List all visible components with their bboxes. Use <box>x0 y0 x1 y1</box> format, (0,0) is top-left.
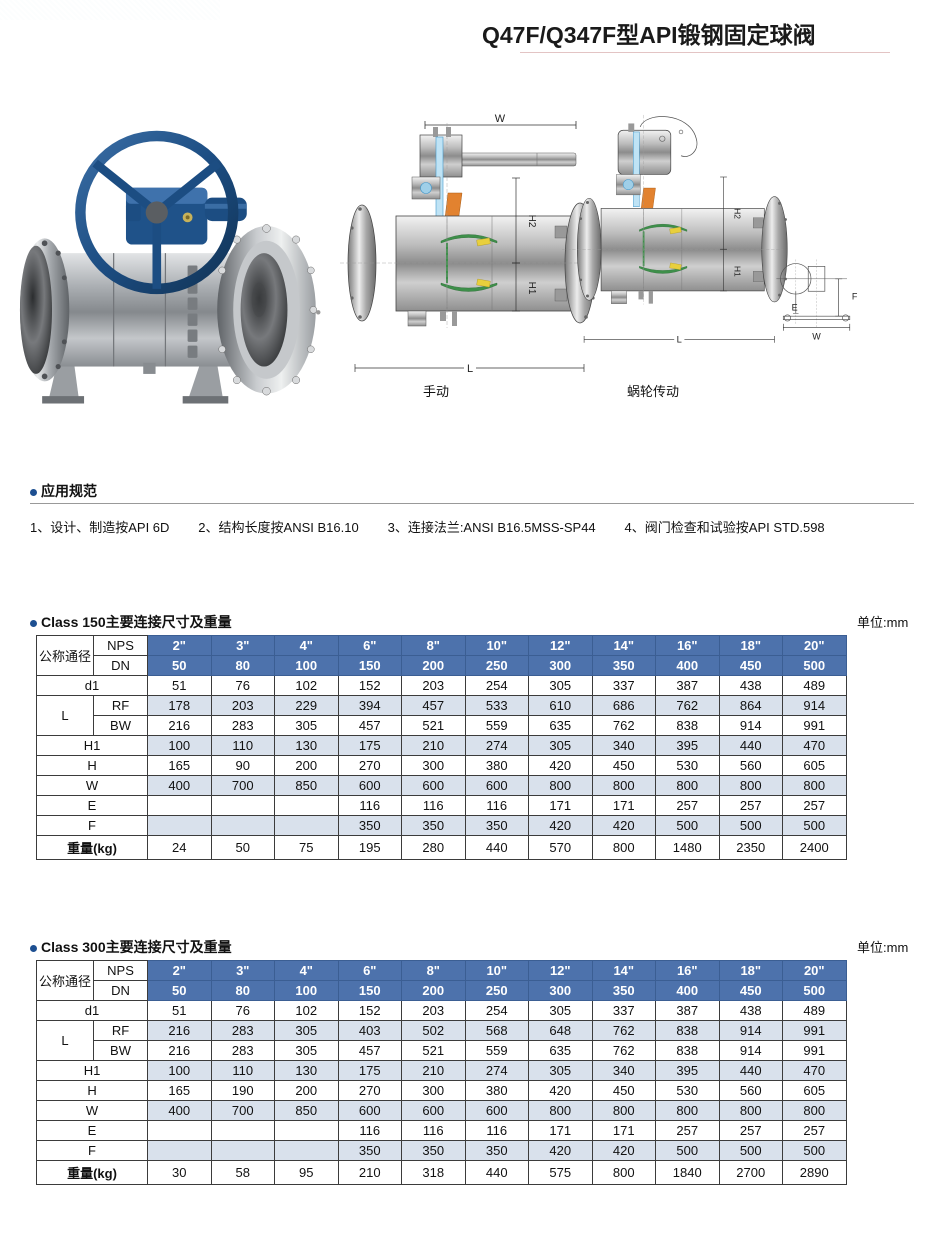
svg-text:F: F <box>852 292 858 302</box>
svg-text:L: L <box>677 335 682 343</box>
svg-text:H2: H2 <box>733 208 743 219</box>
svg-text:H2: H2 <box>526 215 537 228</box>
svg-text:L: L <box>467 363 473 375</box>
svg-text:W: W <box>812 332 821 342</box>
svg-text:H1: H1 <box>733 266 743 277</box>
svg-text:H1: H1 <box>526 282 537 295</box>
svg-text:E: E <box>792 303 798 313</box>
svg-text:W: W <box>495 113 506 125</box>
